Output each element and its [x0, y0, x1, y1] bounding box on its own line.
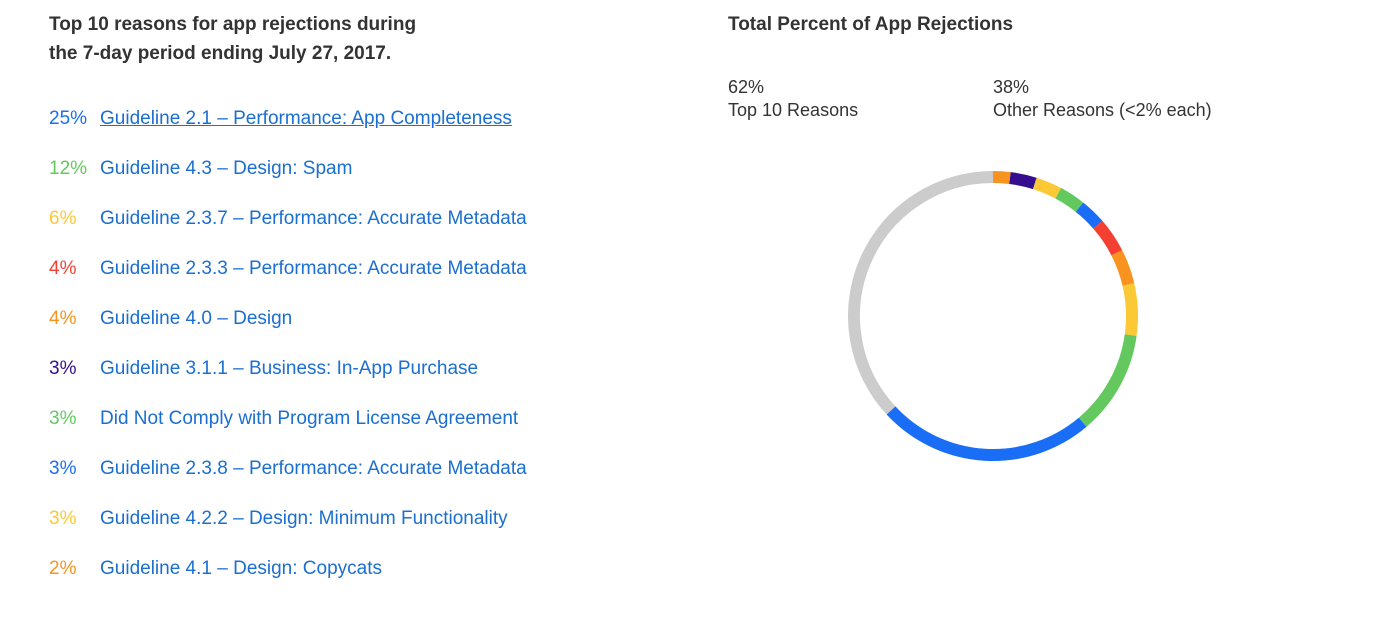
- reason-item: 2% Guideline 4.1 – Design: Copycats: [49, 556, 527, 606]
- reason-percent: 3%: [49, 458, 77, 479]
- reason-link[interactable]: Guideline 3.1.1 – Business: In-App Purch…: [100, 358, 479, 379]
- donut-slice-3: [1122, 283, 1138, 336]
- other-reasons-summary: 38% Other Reasons (<2% each): [993, 76, 1212, 122]
- donut-slice-6: [1075, 202, 1103, 229]
- reason-percent: 25%: [49, 108, 88, 129]
- reason-item: 25% Guideline 2.1 – Performance: App Comp…: [49, 106, 527, 156]
- reason-link[interactable]: Guideline 4.2.2 – Design: Minimum Functi…: [100, 508, 508, 529]
- donut-slice-5: [1093, 220, 1123, 256]
- reason-link[interactable]: Guideline 4.0 – Design: [100, 308, 293, 329]
- chart-panel: Total Percent of App Rejections 62% Top …: [728, 10, 1348, 610]
- other-reasons-label: Other Reasons (<2% each): [993, 100, 1212, 120]
- reason-percent: 6%: [49, 208, 77, 229]
- donut-slice-7: [1055, 187, 1084, 212]
- other-reasons-percent: 38%: [993, 77, 1030, 97]
- chart-title: Total Percent of App Rejections: [728, 14, 1014, 35]
- reason-percent: 2%: [49, 558, 77, 579]
- reason-percent: 3%: [49, 508, 77, 529]
- reason-link[interactable]: Guideline 2.3.8 – Performance: Accurate …: [100, 458, 527, 479]
- reason-percent: 4%: [49, 258, 77, 279]
- donut-slice-1: [886, 406, 1087, 461]
- reason-item: 6% Guideline 2.3.7 – Performance: Accurat…: [49, 206, 527, 256]
- reason-link[interactable]: Guideline 2.3.7 – Performance: Accurate …: [100, 208, 527, 229]
- reason-item: 3% Did Not Comply with Program License Ag…: [49, 406, 527, 456]
- reason-link[interactable]: Guideline 4.3 – Design: Spam: [100, 158, 353, 179]
- donut-slice-2: [1078, 334, 1137, 427]
- reason-link[interactable]: Guideline 2.1 – Performance: App Complet…: [100, 108, 512, 129]
- reason-percent: 4%: [49, 308, 77, 329]
- reason-item: 3% Guideline 3.1.1 – Business: In-App Pur…: [49, 356, 527, 406]
- reason-link[interactable]: Guideline 2.3.3 – Performance: Accurate …: [100, 258, 527, 279]
- donut-slice-8: [1032, 177, 1061, 199]
- donut-slice-9: [1009, 172, 1037, 190]
- reasons-list: 25% Guideline 2.1 – Performance: App Comp…: [49, 106, 527, 606]
- top-reasons-summary: 62% Top 10 Reasons: [728, 76, 858, 122]
- top-reasons-percent: 62%: [728, 77, 765, 97]
- reason-item: 4% Guideline 2.3.3 – Performance: Accurat…: [49, 256, 527, 306]
- reason-item: 3% Guideline 2.3.8 – Performance: Accurat…: [49, 456, 527, 506]
- reason-link[interactable]: Did Not Comply with Program License Agre…: [100, 408, 519, 429]
- reason-item: 12% Guideline 4.3 – Design: Spam: [49, 156, 527, 206]
- headline-line-2: the 7-day period ending July 27, 2017.: [49, 43, 392, 64]
- headline-line-1: Top 10 reasons for app rejections during: [49, 14, 417, 35]
- donut-chart: [848, 170, 1138, 461]
- reason-item: 3% Guideline 4.2.2 – Design: Minimum Func…: [49, 506, 527, 556]
- reason-percent: 3%: [49, 358, 77, 379]
- donut-slice-4: [1111, 249, 1135, 286]
- top-reasons-label: Top 10 Reasons: [728, 100, 859, 120]
- reason-link[interactable]: Guideline 4.1 – Design: Copycats: [100, 558, 382, 579]
- reasons-headline: Top 10 reasons for app rejections during…: [49, 10, 669, 68]
- reasons-panel: Top 10 reasons for app rejections during…: [49, 10, 669, 579]
- reason-item: 4% Guideline 4.0 – Design: [49, 306, 527, 356]
- reason-percent: 3%: [49, 408, 77, 429]
- reason-percent: 12%: [49, 158, 88, 179]
- donut-slice-0: [848, 171, 994, 415]
- donut-slice-10: [992, 170, 1011, 184]
